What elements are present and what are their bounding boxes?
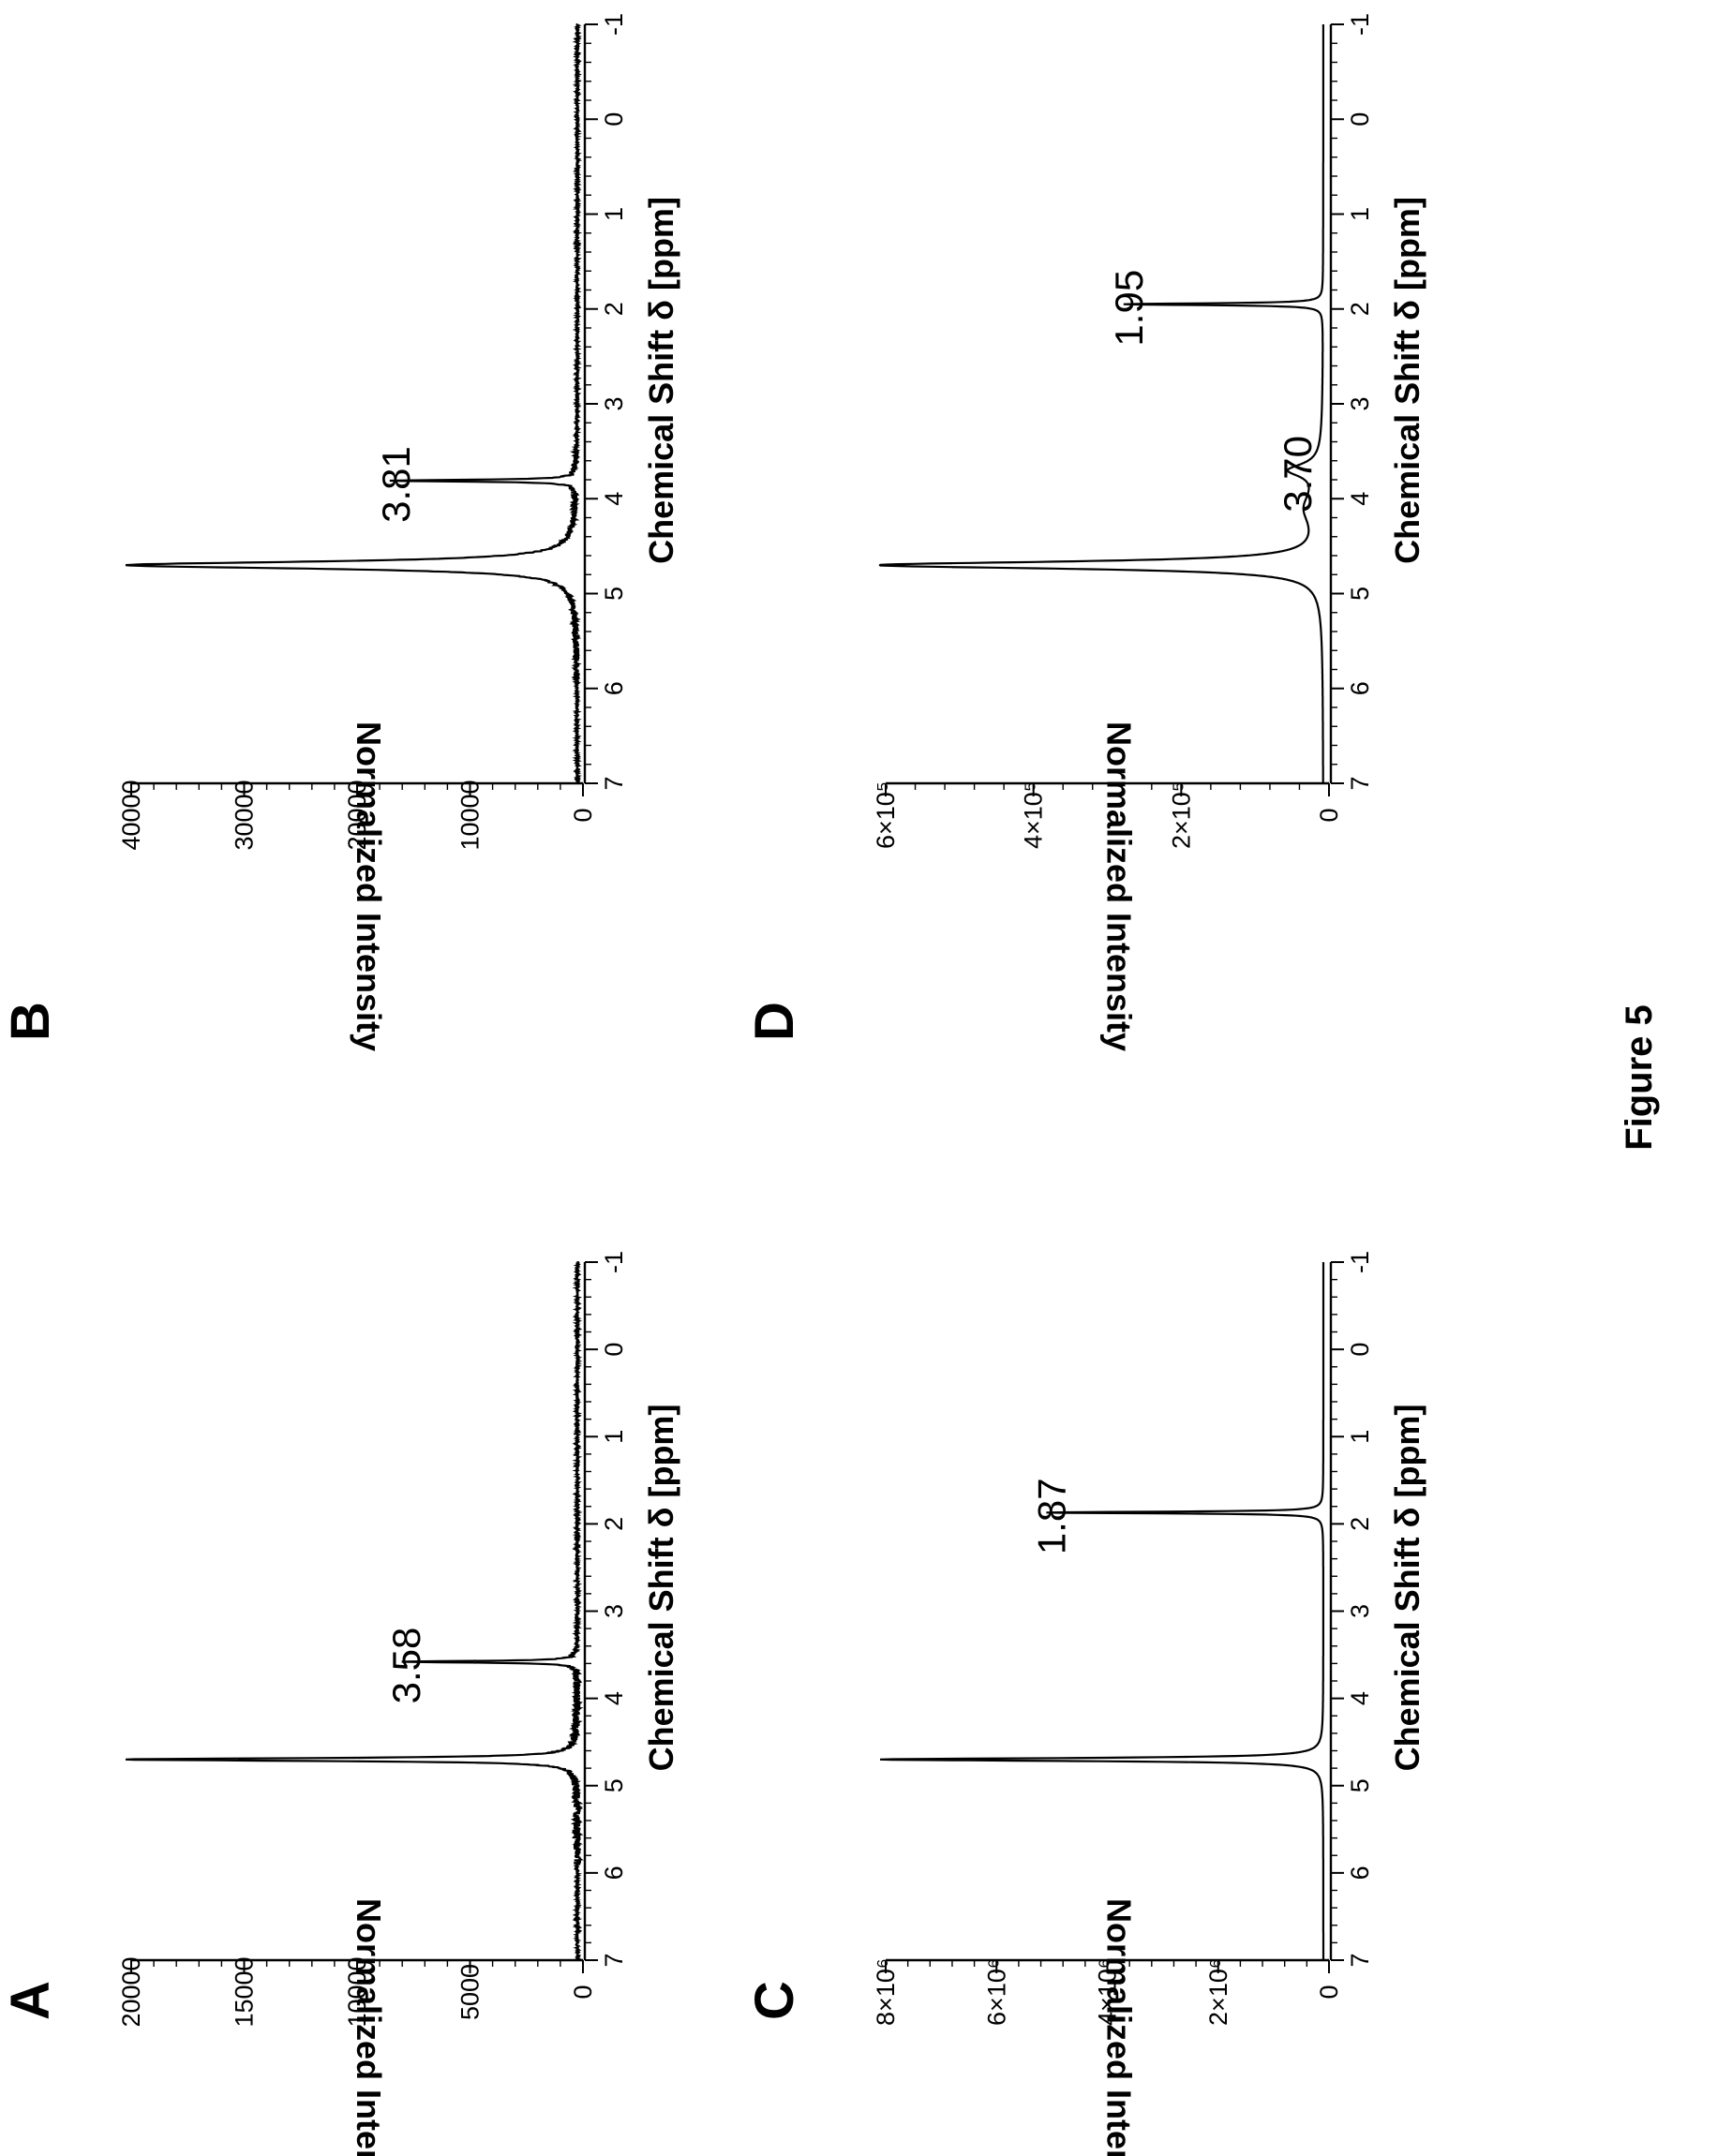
x-axis-title: Chemical Shift δ [ppm] xyxy=(1388,197,1426,564)
x-tick-label: 4 xyxy=(600,1691,628,1705)
x-tick-label: 0 xyxy=(1346,112,1374,126)
x-tick-label: 7 xyxy=(600,1953,628,1967)
x-tick-label: 6 xyxy=(1346,1866,1374,1880)
panel-a: A 7 6 5 4 3 2 1 0 -1 0 5000 10000 15000 20000 Normalize… xyxy=(0,1251,680,2156)
x-tick-label: 0 xyxy=(1346,1343,1374,1357)
x-tick-label: 4 xyxy=(1346,492,1374,506)
panel-label: A xyxy=(0,1981,61,2020)
x-tick-label: 2 xyxy=(600,1517,628,1531)
x-tick-label: 2 xyxy=(1346,1517,1374,1531)
x-tick-label: 7 xyxy=(1346,776,1374,790)
y-tick-label: 15000 xyxy=(231,1956,259,2027)
y-tick-label: 20000 xyxy=(343,780,371,850)
x-tick-label: 4 xyxy=(1346,1691,1374,1705)
y-tick-label: 8×10⁶ xyxy=(872,1958,900,2026)
y-tick-label: 6×10⁶ xyxy=(982,1958,1010,2026)
x-tick-label: 6 xyxy=(1346,681,1374,695)
x-tick-label: 3 xyxy=(1346,1604,1374,1618)
x-tick-label: 2 xyxy=(1346,302,1374,316)
figure-caption: Figure 5 xyxy=(1619,1004,1660,1151)
y-tick-label: 0 xyxy=(569,1985,597,1999)
y-tick-label: 10000 xyxy=(343,1956,371,2027)
x-axis-title: Chemical Shift δ [ppm] xyxy=(642,1405,680,1772)
x-tick-label: -1 xyxy=(1346,1251,1374,1273)
y-tick-label: 10000 xyxy=(456,780,485,850)
y-tick-label: 0 xyxy=(569,808,597,822)
y-axis-title: Normalized Intensity xyxy=(350,721,388,1051)
x-axis-title: Chemical Shift δ [ppm] xyxy=(642,197,680,564)
y-tick-label: 0 xyxy=(1315,808,1343,822)
y-tick-label: 4×10⁵ xyxy=(1020,781,1048,849)
y-axis-title: Normalized Intensity xyxy=(350,1898,388,2156)
peak-label: 1.95 xyxy=(1107,270,1151,347)
x-tick-label: 7 xyxy=(600,776,628,790)
y-tick-label: 6×10⁵ xyxy=(872,781,900,849)
peak-label: 3.81 xyxy=(374,446,418,523)
x-tick-label: 1 xyxy=(600,1430,628,1444)
x-tick-label: 0 xyxy=(600,112,628,126)
x-tick-label: 2 xyxy=(600,302,628,316)
panel-label: B xyxy=(0,1002,61,1041)
x-tick-label: 7 xyxy=(1346,1953,1374,1967)
x-tick-label: -1 xyxy=(600,13,628,36)
spectrum-line xyxy=(878,24,1324,783)
y-axis-title: Normalized Intensity xyxy=(1100,721,1139,1051)
y-tick-label: 40000 xyxy=(117,780,145,850)
y-tick-label: 4×10⁶ xyxy=(1094,1958,1122,2026)
y-tick-label: 5000 xyxy=(456,1964,485,2020)
x-tick-label: 5 xyxy=(600,1778,628,1792)
x-tick-label: 1 xyxy=(1346,207,1374,221)
panel-c: C 7 6 5 4 3 2 1 0 -1 0 2×10⁶ 4×10⁶ 6×10⁶ 8×10⁶ Normaliz… xyxy=(744,1251,1426,2156)
peak-label: 1.87 xyxy=(1029,1478,1073,1554)
x-tick-label: 5 xyxy=(1346,587,1374,601)
x-tick-label: 0 xyxy=(600,1343,628,1357)
y-axis-title: Normalized Intensity xyxy=(1100,1898,1139,2156)
y-tick-label: 20000 xyxy=(117,1956,145,2027)
y-tick-label: 2×10⁵ xyxy=(1167,781,1195,849)
x-tick-label: -1 xyxy=(1346,13,1374,36)
x-tick-label: 6 xyxy=(600,1866,628,1880)
y-tick-label: 2×10⁶ xyxy=(1204,1958,1232,2026)
spectrum-line xyxy=(879,1262,1325,1960)
x-axis-title: Chemical Shift δ [ppm] xyxy=(1388,1405,1426,1772)
x-tick-label: 3 xyxy=(600,396,628,410)
spectrum-line xyxy=(125,1260,584,1961)
panel-label: C xyxy=(744,1981,805,2020)
panel-d: D 7 6 5 4 3 2 1 0 -1 0 2×10⁵ 4×10⁵ 6×10⁵ Normalized In… xyxy=(744,13,1426,1051)
x-tick-label: 4 xyxy=(600,492,628,506)
x-tick-label: 5 xyxy=(1346,1778,1374,1792)
x-tick-label: 1 xyxy=(1346,1430,1374,1444)
panel-b: B 7 6 5 4 3 2 1 0 -1 0 10000 20000 30000 40000 Normaliz… xyxy=(0,13,680,1051)
x-tick-label: 3 xyxy=(600,1604,628,1618)
x-tick-label: 5 xyxy=(600,587,628,601)
y-tick-label: 30000 xyxy=(231,780,259,850)
spectrum-line xyxy=(125,22,583,785)
x-tick-label: 6 xyxy=(600,681,628,695)
y-tick-label: 0 xyxy=(1315,1985,1343,1999)
peak-label: 3.58 xyxy=(384,1628,428,1704)
x-tick-label: 3 xyxy=(1346,396,1374,410)
panel-label: D xyxy=(744,1002,805,1041)
x-tick-label: 1 xyxy=(600,207,628,221)
peak-label: 3.70 xyxy=(1276,436,1320,513)
x-tick-label: -1 xyxy=(600,1251,628,1273)
